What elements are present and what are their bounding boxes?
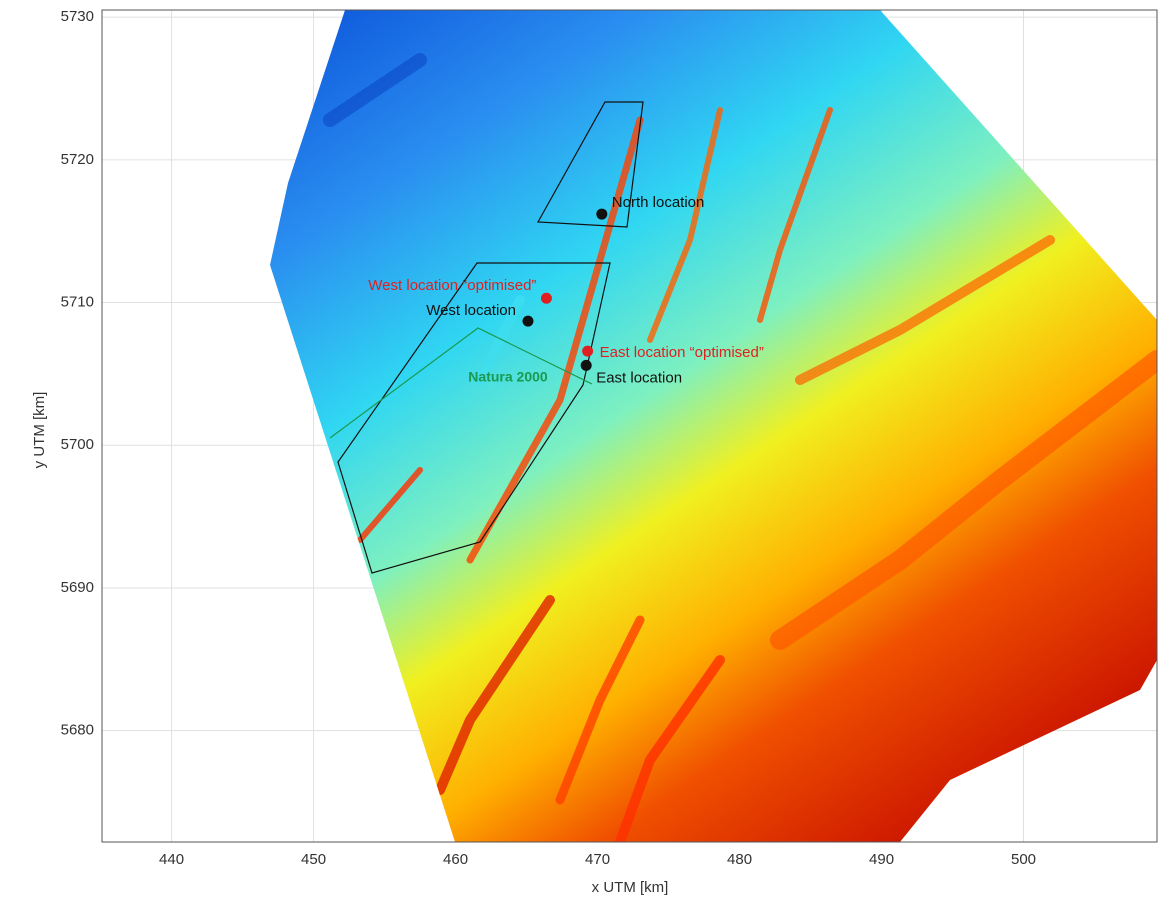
- bathymetry: [270, 10, 1157, 842]
- x-tick-label: 500: [1011, 851, 1036, 868]
- x-tick-label: 490: [869, 851, 894, 868]
- y-tick-label: 5720: [61, 151, 94, 168]
- location-label: North location: [612, 194, 705, 211]
- y-tick-label: 5730: [61, 8, 94, 25]
- location-point: [580, 359, 592, 371]
- location-label: East location “optimised”: [600, 344, 764, 361]
- location-label: West location: [426, 302, 516, 319]
- x-tick-label: 480: [727, 851, 752, 868]
- y-axis-label: y UTM [km]: [31, 392, 48, 469]
- area-label: Natura 2000: [468, 369, 548, 385]
- x-tick-label: 460: [443, 851, 468, 868]
- location-label: West location “optimised”: [368, 277, 536, 294]
- y-tick-label: 5680: [61, 722, 94, 739]
- site-boundaries: [329, 101, 644, 574]
- y-tick-label: 5700: [61, 436, 94, 453]
- x-tick-label: 450: [301, 851, 326, 868]
- location-point: [596, 208, 608, 220]
- y-tick-label: 5710: [61, 294, 94, 311]
- y-tick-label: 5690: [61, 579, 94, 596]
- x-tick-label: 440: [159, 851, 184, 868]
- location-point: [540, 292, 552, 304]
- x-axis-label: x UTM [km]: [592, 879, 669, 896]
- location-point: [522, 315, 534, 327]
- location-label: East location: [596, 369, 682, 386]
- location-point: [582, 345, 594, 357]
- plot-frame: [101, 9, 1158, 843]
- x-tick-label: 470: [585, 851, 610, 868]
